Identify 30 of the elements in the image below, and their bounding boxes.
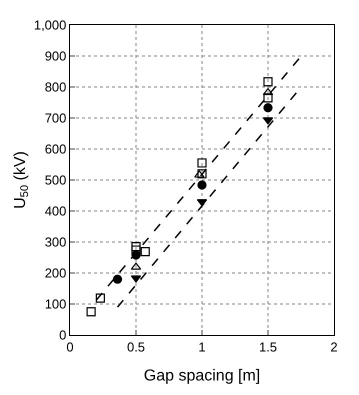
point [130, 275, 142, 283]
point [96, 294, 105, 303]
x-tick-label: 1 [198, 340, 206, 355]
point [262, 88, 274, 96]
y-tick-label: 100 [44, 296, 66, 312]
point [86, 307, 96, 316]
point [197, 158, 207, 168]
point [197, 180, 207, 190]
x-axis-title: Gap spacing [m] [144, 367, 260, 384]
x-tick-label: 0.5 [126, 340, 146, 355]
y-tick-label: 0 [59, 328, 66, 343]
point [263, 93, 273, 102]
y-tick-label: 600 [44, 142, 66, 157]
y-tick-label: 300 [44, 234, 66, 250]
y-tick-label: 500 [44, 172, 66, 188]
point [140, 247, 150, 256]
y-tick-label: 400 [44, 204, 66, 219]
y-tick-label: 900 [44, 48, 66, 64]
point [197, 169, 207, 178]
point [131, 242, 141, 252]
y-tick-label: 1,000 [34, 18, 66, 33]
point [263, 77, 273, 86]
x-tick-label: 2 [330, 340, 338, 355]
y-tick-label: 700 [44, 110, 66, 126]
point [194, 170, 205, 178]
point [112, 274, 122, 284]
point [263, 103, 273, 112]
y-tick-label: 800 [44, 80, 66, 95]
y-tick-label: 200 [44, 266, 66, 281]
x-tick-label: 1.5 [258, 340, 278, 355]
